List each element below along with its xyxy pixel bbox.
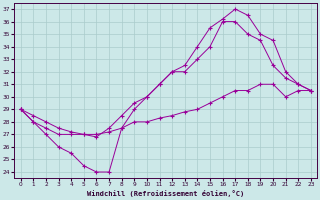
X-axis label: Windchill (Refroidissement éolien,°C): Windchill (Refroidissement éolien,°C) xyxy=(87,190,244,197)
